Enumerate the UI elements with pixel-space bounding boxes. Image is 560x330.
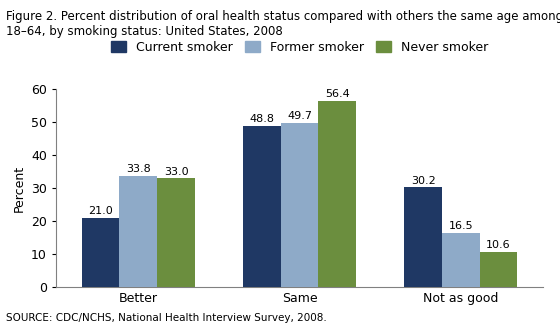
Bar <box>82 218 119 287</box>
Y-axis label: Percent: Percent <box>12 165 25 212</box>
Text: 56.4: 56.4 <box>325 89 349 99</box>
Bar <box>319 101 356 287</box>
Text: 10.6: 10.6 <box>486 241 511 250</box>
Text: 33.0: 33.0 <box>164 167 188 177</box>
Text: 33.8: 33.8 <box>126 164 151 174</box>
Legend: Current smoker, Former smoker, Never smoker: Current smoker, Former smoker, Never smo… <box>106 36 493 59</box>
Bar <box>480 252 517 287</box>
Bar <box>243 126 281 287</box>
Bar <box>281 123 319 287</box>
Text: Figure 2. Percent distribution of oral health status compared with others the sa: Figure 2. Percent distribution of oral h… <box>6 10 560 38</box>
Text: 49.7: 49.7 <box>287 112 312 121</box>
Bar <box>119 176 157 287</box>
Text: 21.0: 21.0 <box>88 206 113 216</box>
Bar <box>157 178 195 287</box>
Text: 48.8: 48.8 <box>249 115 274 124</box>
Bar <box>404 187 442 287</box>
Bar <box>442 233 480 287</box>
Text: SOURCE: CDC/NCHS, National Health Interview Survey, 2008.: SOURCE: CDC/NCHS, National Health Interv… <box>6 314 326 323</box>
Text: 30.2: 30.2 <box>410 176 436 186</box>
Text: 16.5: 16.5 <box>449 221 473 231</box>
